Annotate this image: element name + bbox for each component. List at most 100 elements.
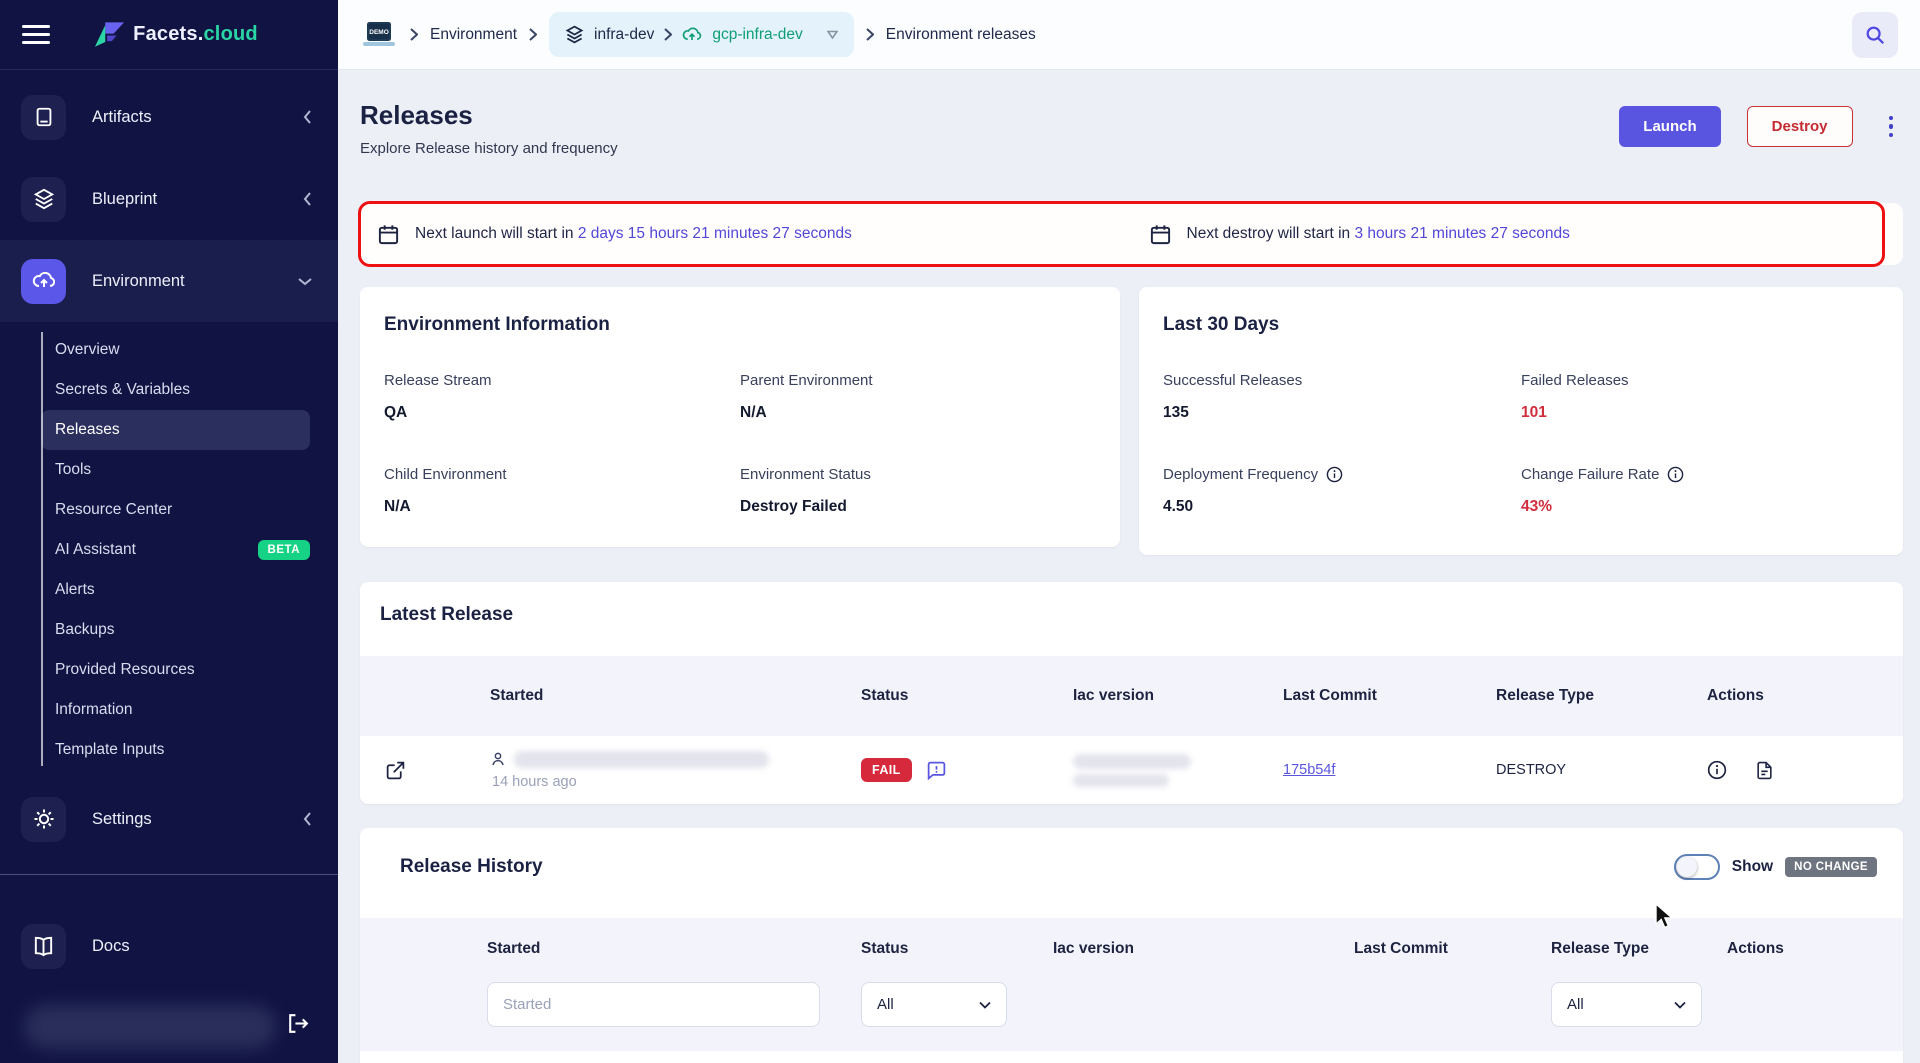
started-filter-input[interactable]: [487, 982, 820, 1027]
submenu-item-secrets-variables[interactable]: Secrets & Variables: [55, 381, 190, 398]
blueprint-layers-icon: [21, 176, 66, 222]
main-area: DEMO Environment infra-dev gcp-infra-dev…: [338, 0, 1920, 1063]
status-cell: FAIL: [861, 758, 1073, 782]
column-release-type: Release Type: [1496, 687, 1594, 704]
sidebar-item-settings[interactable]: Settings: [0, 778, 338, 860]
destroy-button[interactable]: Destroy: [1746, 106, 1853, 147]
context-selector[interactable]: infra-dev gcp-infra-dev: [549, 12, 854, 57]
submenu-item-provided-resources[interactable]: Provided Resources: [55, 661, 195, 678]
sidebar-item-label: Artifacts: [92, 107, 152, 126]
breadcrumb-page: Environment releases: [885, 25, 1036, 43]
metric-change-failure-rate: Change Failure Rate 43%: [1521, 466, 1879, 516]
brand-name: Facets.cloud: [133, 23, 258, 45]
page-content: Releases Explore Release history and fre…: [338, 100, 1920, 1063]
filter-column-iac-version: Iac version: [1053, 940, 1134, 957]
sidebar-item-environment[interactable]: Environment: [0, 240, 338, 322]
launch-schedule-text: Next launch will start in: [415, 225, 574, 242]
environment-cloud-upload-icon: [682, 25, 702, 45]
header-actions: Launch Destroy: [1619, 106, 1903, 147]
chevron-left-icon: [303, 192, 312, 206]
kebab-menu-icon[interactable]: [1879, 112, 1904, 142]
launch-countdown: 2 days 15 hours 21 minutes 27 seconds: [577, 225, 852, 242]
submenu-item-releases[interactable]: Releases: [41, 410, 310, 450]
iac-version-redacted: [1073, 753, 1283, 787]
metric-deployment-frequency: Deployment Frequency 4.50: [1163, 466, 1521, 516]
field-environment-status: Environment Status Destroy Failed: [740, 466, 871, 515]
sidebar: Facets.cloud Artifacts Blueprint Environ…: [0, 0, 338, 1063]
next-destroy-schedule: Next destroy will start in 3 hours 21 mi…: [1132, 223, 1904, 246]
filter-column-last-commit: Last Commit: [1354, 940, 1448, 957]
breadcrumb-bar: DEMO Environment infra-dev gcp-infra-dev…: [338, 0, 1920, 70]
sidebar-item-blueprint[interactable]: Blueprint: [0, 158, 338, 240]
column-started: Started: [490, 687, 544, 704]
column-iac-version: Iac version: [1073, 687, 1154, 704]
submenu-item-resource-center[interactable]: Resource Center: [55, 501, 173, 518]
column-status: Status: [861, 687, 909, 704]
column-last-commit: Last Commit: [1283, 687, 1377, 704]
calendar-icon: [1149, 223, 1172, 246]
submenu-item-overview[interactable]: Overview: [55, 341, 120, 358]
chevron-right-icon: [410, 28, 418, 41]
filter-column-started: Started: [487, 940, 861, 1027]
sidebar-header: Facets.cloud: [0, 0, 338, 70]
info-icon[interactable]: [1667, 466, 1684, 483]
chevron-down-icon: [298, 277, 312, 286]
sidebar-item-label: Environment: [92, 271, 185, 290]
sidebar-item-artifacts[interactable]: Artifacts: [0, 76, 338, 158]
filter-column-release-type: Release Type All: [1551, 940, 1727, 1027]
release-type-filter-select[interactable]: All: [1551, 982, 1702, 1027]
submenu-item-tools[interactable]: Tools: [55, 461, 92, 478]
submenu-item-template-inputs[interactable]: Template Inputs: [55, 741, 165, 758]
search-button[interactable]: [1852, 11, 1898, 58]
calendar-icon: [377, 223, 400, 246]
breadcrumb-environment[interactable]: Environment: [430, 25, 518, 43]
sidebar-item-label: Blueprint: [92, 189, 158, 208]
search-icon: [1864, 24, 1886, 46]
user-name-redacted: [24, 1005, 276, 1049]
submenu-item-alerts[interactable]: Alerts: [55, 581, 95, 598]
release-logs-icon[interactable]: [1755, 760, 1774, 781]
metric-successful-releases: Successful Releases 135: [1163, 372, 1303, 421]
sidebar-item-label: Settings: [92, 809, 152, 828]
brand-logo-icon: [94, 21, 125, 48]
submenu-item-ai-assistant[interactable]: AI Assistant BETA: [41, 530, 310, 570]
metric-failed-releases: Failed Releases 101: [1521, 372, 1629, 421]
hamburger-menu-icon[interactable]: [22, 20, 52, 49]
environment-submenu: Overview Secrets & Variables Releases To…: [0, 322, 338, 778]
logout-icon[interactable]: [285, 1011, 310, 1036]
submenu-item-information[interactable]: Information: [55, 701, 133, 718]
docs-book-icon: [21, 923, 66, 969]
launch-button[interactable]: Launch: [1619, 106, 1721, 147]
schedule-alert-bar: Next launch will start in 2 days 15 hour…: [358, 201, 1904, 267]
started-relative-time: 14 hours ago: [492, 773, 577, 790]
submenu-item-backups[interactable]: Backups: [55, 621, 115, 638]
release-history-filter-row: Started Status All Iac version: [360, 918, 1903, 1051]
last-commit-link[interactable]: 175b54f: [1283, 762, 1336, 778]
chevron-down-icon: [1674, 1001, 1686, 1009]
started-cell: 14 hours ago: [490, 750, 861, 790]
field-child-environment: Child Environment N/A: [384, 466, 507, 515]
chevron-left-icon: [303, 110, 312, 124]
breadcrumb-blueprint: infra-dev: [594, 25, 655, 43]
comment-alert-icon[interactable]: [926, 760, 947, 781]
show-no-change-toggle[interactable]: [1673, 854, 1720, 880]
no-change-badge: NO CHANGE: [1785, 857, 1877, 877]
show-label: Show: [1731, 858, 1774, 875]
last-30-days-card: Last 30 Days Successful Releases 135 Fai…: [1139, 287, 1903, 555]
card-title: Release History: [400, 856, 543, 877]
beta-badge: BETA: [257, 540, 310, 560]
latest-release-card: Latest Release Started Status Iac versio…: [360, 582, 1903, 804]
open-release-icon[interactable]: [385, 760, 490, 781]
page-subtitle: Explore Release history and frequency: [360, 140, 618, 157]
user-icon: [490, 751, 506, 767]
field-parent-environment: Parent Environment N/A: [740, 372, 873, 421]
release-info-icon[interactable]: [1707, 760, 1727, 780]
breadcrumb-environment-name: gcp-infra-dev: [712, 25, 803, 43]
sidebar-bottom-dock: Docs: [0, 874, 338, 1063]
status-filter-select[interactable]: All: [861, 982, 1007, 1027]
info-icon[interactable]: [1326, 466, 1343, 483]
chevron-down-icon: [979, 1001, 991, 1009]
chevron-right-icon: [664, 28, 673, 41]
sidebar-item-docs[interactable]: Docs: [0, 905, 338, 987]
brand-logo[interactable]: Facets.cloud: [94, 21, 258, 48]
